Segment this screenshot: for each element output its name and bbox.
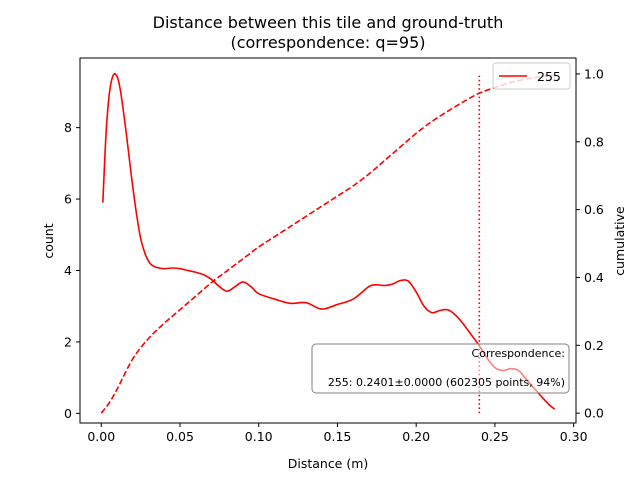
axes-frame — [79, 57, 577, 424]
x-axis-label: Distance (m) — [288, 456, 369, 471]
x-tick-label: 0.05 — [166, 429, 194, 444]
y-right-tick-label: 0.4 — [584, 270, 604, 285]
annotation-line1: Correspondence: — [472, 347, 565, 360]
y-left-tick-label: 2 — [64, 334, 72, 349]
correspondence-annotation: Correspondence: 255: 0.2401±0.0000 (6023… — [311, 343, 570, 394]
x-axis: 0.00 0.05 0.10 0.15 0.20 0.25 0.30 — [87, 423, 588, 444]
annotation-line2: 255: 0.2401±0.0000 (602305 points, 94%) — [328, 376, 565, 389]
y-right-tick-label: 1.0 — [584, 66, 604, 81]
x-tick-label: 0.30 — [560, 429, 588, 444]
legend-box — [492, 62, 571, 90]
y-axis-right: 0.0 0.2 0.4 0.6 0.8 1.0 — [576, 66, 604, 421]
x-tick-label: 0.25 — [481, 429, 509, 444]
x-tick-label: 0.20 — [402, 429, 430, 444]
x-tick-label: 0.00 — [87, 429, 115, 444]
y-axis-left-label: count — [41, 223, 56, 258]
y-right-tick-label: 0.8 — [584, 134, 604, 149]
legend-label: 255 — [537, 69, 561, 84]
x-tick-label: 0.15 — [324, 429, 352, 444]
y-right-tick-label: 0.0 — [584, 406, 604, 421]
y-left-tick-label: 8 — [64, 120, 72, 135]
y-axis-left: 0 2 4 6 8 — [64, 120, 80, 421]
annotation-box — [311, 343, 570, 394]
legend: 255 — [492, 62, 571, 90]
x-tick-label: 0.10 — [245, 429, 273, 444]
y-axis-right-label: cumulative — [612, 206, 627, 276]
y-left-tick-label: 4 — [64, 263, 72, 278]
y-left-tick-label: 6 — [64, 192, 72, 207]
y-left-tick-label: 0 — [64, 406, 72, 421]
chart-title-line1: Distance between this tile and ground-tr… — [153, 13, 504, 32]
chart-title-line2: (correspondence: q=95) — [230, 33, 425, 52]
y-right-tick-label: 0.2 — [584, 338, 604, 353]
y-right-tick-label: 0.6 — [584, 202, 604, 217]
